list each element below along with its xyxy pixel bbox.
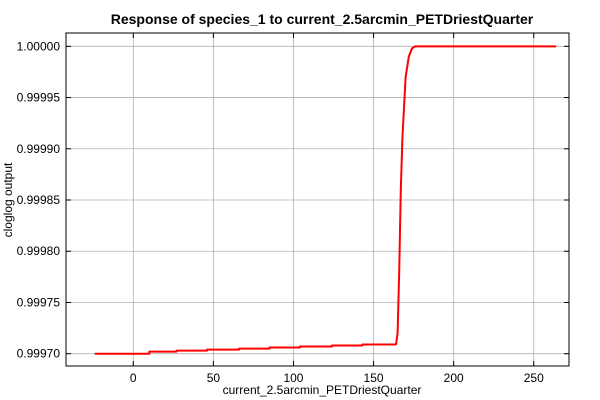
- y-tick-label: 0.99980: [17, 244, 61, 258]
- chart-title: Response of species_1 to current_2.5arcm…: [111, 11, 534, 27]
- y-tick-label: 0.99990: [17, 142, 61, 156]
- y-tick-label: 1.00000: [17, 39, 61, 53]
- x-tick-label: 200: [444, 371, 464, 385]
- y-tick-label: 0.99970: [17, 347, 61, 361]
- x-tick-label: 150: [364, 371, 384, 385]
- series-layer: [94, 45, 557, 355]
- x-tick-label: 100: [283, 371, 303, 385]
- x-axis-ticks: 0 50 100 150 200 250: [130, 33, 544, 385]
- x-axis-label: current_2.5arcmin_PETDriestQuarter: [223, 383, 422, 397]
- x-tick-label: 0: [130, 371, 137, 385]
- series-line: [94, 45, 557, 355]
- grid: [66, 33, 569, 366]
- y-tick-label: 0.99975: [17, 295, 61, 309]
- y-tick-label: 0.99985: [17, 193, 61, 207]
- plot-frame: [65, 32, 570, 367]
- y-tick-label: 0.99995: [17, 91, 61, 105]
- x-tick-label: 250: [524, 371, 544, 385]
- y-axis-ticks: 0.99970 0.99975 0.99980 0.99985 0.99990 0.999…: [17, 39, 569, 361]
- x-tick-label: 50: [207, 371, 221, 385]
- y-axis-label: cloglog output: [1, 162, 15, 237]
